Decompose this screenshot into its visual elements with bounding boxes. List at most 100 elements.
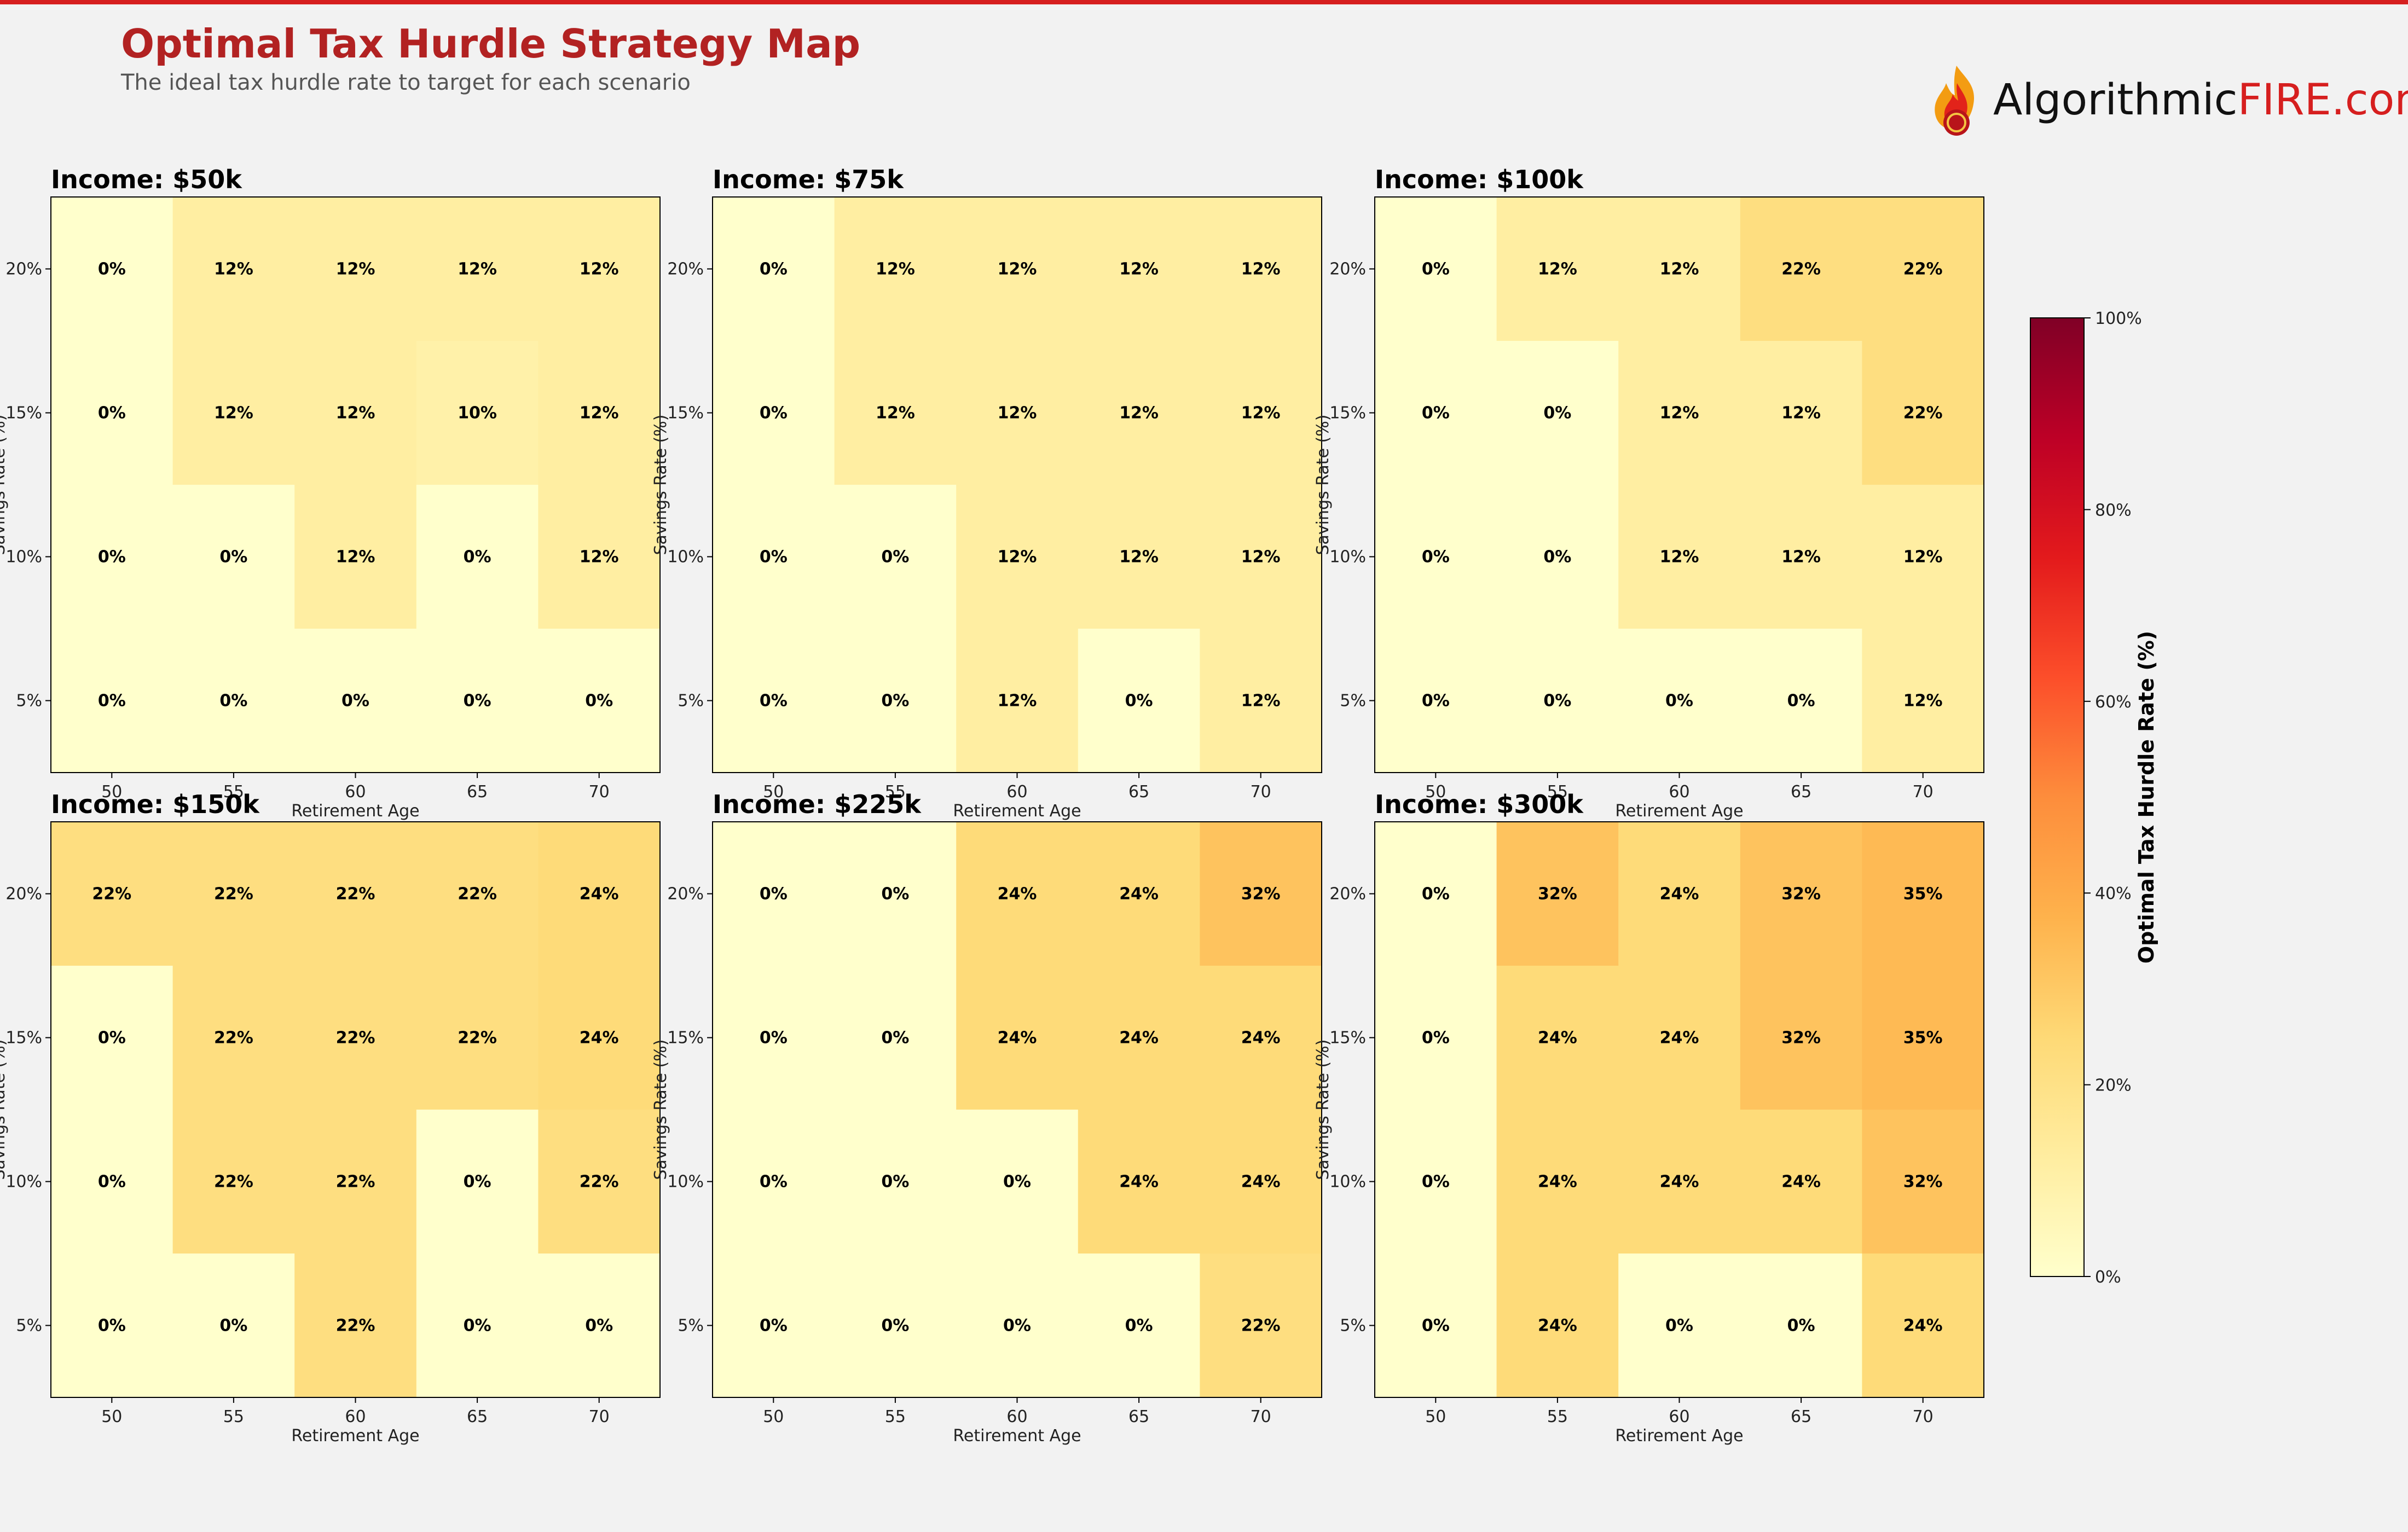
cell-value-label: 0% — [1543, 404, 1571, 423]
cell-value-label: 12% — [998, 692, 1037, 711]
heatmap-cell — [1618, 341, 1741, 485]
cell-value-label: 32% — [1903, 1173, 1943, 1192]
cell-value-label: 12% — [998, 260, 1037, 279]
cell-value-label: 22% — [458, 1029, 497, 1048]
heatmap-cell — [956, 485, 1079, 629]
heatmap-cell — [51, 341, 173, 485]
cell-value-label: 22% — [336, 1029, 375, 1048]
heatmap-cell — [416, 629, 539, 773]
panel-title: Income: $300k — [1375, 790, 1584, 819]
cell-value-label: 0% — [1422, 885, 1450, 904]
logo-text-main: Algorithmic — [1993, 76, 2238, 125]
cell-value-label: 0% — [585, 1316, 613, 1336]
y-tick-label: 15% — [5, 1029, 42, 1048]
heatmap-cell — [416, 966, 539, 1110]
cell-value-label: 12% — [336, 404, 375, 423]
heatmap-cell — [1740, 341, 1862, 485]
cell-value-label: 22% — [336, 1173, 375, 1192]
heatmap-cell — [1375, 966, 1497, 1110]
heatmap-cell — [538, 197, 661, 341]
x-axis-label: Retirement Age — [953, 1426, 1081, 1446]
cell-value-label: 0% — [1125, 692, 1153, 711]
cell-value-label: 12% — [1903, 692, 1943, 711]
cell-value-label: 24% — [1660, 1029, 1699, 1048]
y-tick-label: 15% — [1329, 1029, 1366, 1048]
y-axis-label: Savings Rate (%) — [0, 415, 9, 555]
heatmap-cell — [416, 1110, 539, 1254]
cell-value-label: 12% — [580, 404, 619, 423]
heatmap-cell — [834, 966, 957, 1110]
cell-value-label: 0% — [1422, 260, 1450, 279]
cell-value-label: 22% — [1241, 1316, 1281, 1336]
heatmap-cell — [172, 341, 295, 485]
heatmap-cell — [834, 629, 957, 773]
heatmap-panel-3: Income: $100k 0% 12% 12% 22% 22% 0% 0% 12% 12% 22%… — [1313, 165, 1984, 821]
x-tick-label: 65 — [1128, 1407, 1149, 1426]
colorbar-tick-label: 100% — [2095, 309, 2142, 328]
y-tick-label: 20% — [5, 260, 42, 279]
cell-value-label: 0% — [1543, 692, 1571, 711]
cell-value-label: 24% — [1119, 885, 1159, 904]
cell-value-label: 0% — [1665, 692, 1693, 711]
cell-value-label: 12% — [214, 260, 253, 279]
cell-value-label: 24% — [1660, 1173, 1699, 1192]
heatmap-cell — [1078, 966, 1200, 1110]
cell-value-label: 0% — [760, 260, 788, 279]
y-tick-label: 5% — [678, 692, 704, 711]
x-tick-label: 65 — [1791, 782, 1811, 802]
cell-value-label: 0% — [341, 692, 369, 711]
heatmap-cell — [1862, 822, 1984, 966]
cell-value-label: 10% — [458, 404, 497, 423]
heatmap-cell — [834, 1254, 957, 1398]
heatmap-cell — [538, 822, 661, 966]
x-axis-label: Retirement Age — [291, 802, 419, 821]
x-tick-label: 50 — [1425, 782, 1446, 802]
cell-value-label: 22% — [214, 1173, 253, 1192]
heatmap-cell — [1862, 1110, 1984, 1254]
colorbar-label: Optimal Tax Hurdle Rate (%) — [2134, 631, 2158, 964]
cell-value-label: 22% — [1781, 260, 1821, 279]
cell-value-label: 0% — [1003, 1316, 1031, 1336]
cell-value-label: 0% — [98, 548, 126, 567]
y-tick-label: 15% — [667, 1029, 704, 1048]
heatmap-cell — [1862, 197, 1984, 341]
heatmap-cell — [51, 1110, 173, 1254]
heatmap-cell — [294, 822, 417, 966]
heatmap-cell — [1618, 197, 1741, 341]
cell-value-label: 32% — [1241, 885, 1281, 904]
x-tick-label: 60 — [345, 782, 366, 802]
panel-title: Income: $150k — [51, 790, 260, 819]
x-tick-label: 50 — [101, 782, 122, 802]
x-tick-label: 60 — [1006, 1407, 1027, 1426]
cell-value-label: 0% — [219, 548, 247, 567]
heatmap-cell — [1862, 485, 1984, 629]
cell-value-label: 0% — [1787, 1316, 1815, 1336]
heatmap-cell — [713, 485, 835, 629]
colorbar-tick-label: 60% — [2095, 693, 2132, 712]
heatmap-cell — [416, 485, 539, 629]
heatmap-cell — [416, 822, 539, 966]
cell-value-label: 12% — [336, 260, 375, 279]
x-tick-label: 60 — [1669, 782, 1689, 802]
x-tick-label: 55 — [1547, 1407, 1568, 1426]
x-tick-label: 60 — [1006, 782, 1027, 802]
heatmap-cell — [538, 485, 661, 629]
heatmap-cell — [713, 822, 835, 966]
x-tick-label: 70 — [1251, 1407, 1271, 1426]
cell-value-label: 12% — [1241, 404, 1281, 423]
heatmap-cell — [1200, 966, 1322, 1110]
x-axis-label: Retirement Age — [291, 1426, 419, 1446]
y-tick-label: 20% — [1329, 885, 1366, 904]
heatmap-cell — [1200, 1254, 1322, 1398]
heatmap-cell — [51, 197, 173, 341]
heatmap-cell — [956, 822, 1079, 966]
x-tick-label: 70 — [1913, 1407, 1934, 1426]
x-tick-label: 60 — [1669, 1407, 1689, 1426]
heatmap-panel-2: Income: $75k 0% 12% 12% 12% 12% 0% 12% 12% 12% 12%… — [651, 165, 1322, 821]
x-tick-label: 55 — [885, 782, 906, 802]
heatmap-cell — [1200, 629, 1322, 773]
cell-value-label: 12% — [1660, 548, 1699, 567]
flame-icon — [1935, 66, 1975, 136]
cell-value-label: 0% — [760, 1029, 788, 1048]
cell-value-label: 12% — [1660, 404, 1699, 423]
